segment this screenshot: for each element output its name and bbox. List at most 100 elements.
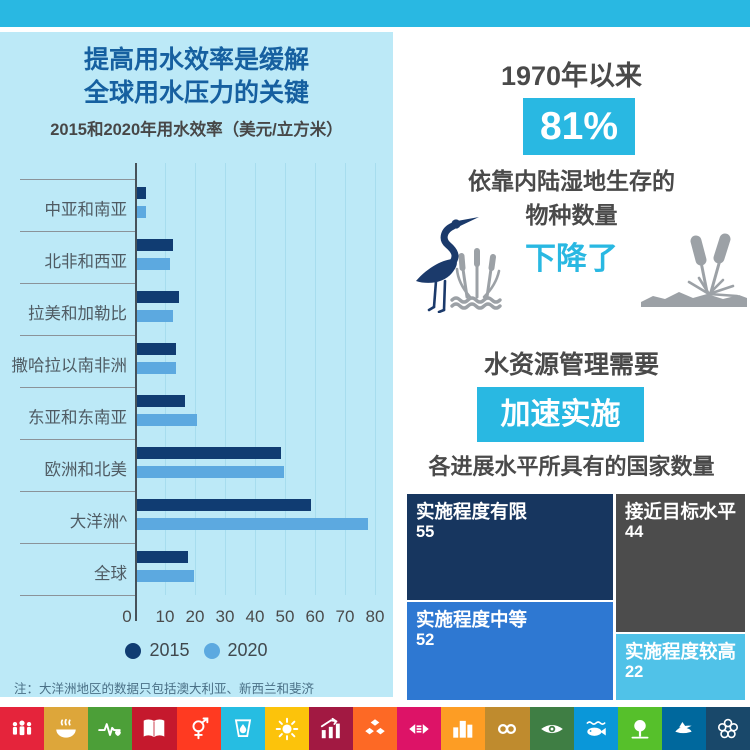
eye-icon: [539, 716, 565, 742]
treemap-cell: 实施程度中等 52: [407, 602, 613, 700]
water-efficiency-bar-chart: 0 10 20 30 40 50 60 70 80 中亚和南亚北非和西亚拉美和加勒比撒哈拉以南非洲…: [0, 163, 393, 633]
category-label: 大洋洲^: [69, 513, 127, 531]
bar-2020: [137, 258, 170, 270]
row-separator: [20, 491, 135, 492]
sdg-tile-sdg-12-consumption: [485, 707, 530, 750]
chart-gridline: [375, 163, 376, 595]
row-separator: [20, 387, 135, 388]
sdg-tile-sdg-2-zero-hunger: [44, 707, 89, 750]
water-icon: [230, 716, 256, 742]
category-label: 撒哈拉以南非洲: [11, 357, 128, 375]
buildings-icon: [450, 716, 476, 742]
sdg-tile-sdg-14-life-below-water: [573, 707, 618, 750]
bar-2015: [137, 187, 146, 199]
chart-gridline: [255, 163, 256, 595]
accelerate-badge: 加速实施: [477, 387, 644, 442]
bar-2020: [137, 362, 176, 374]
book-icon: [141, 716, 167, 742]
bar-2020: [137, 414, 197, 426]
row-separator: [20, 595, 135, 596]
bar-2015: [137, 447, 281, 459]
sdg-tile-sdg-16-peace-justice: [661, 707, 706, 750]
page-title: 提高用水效率是缓解 全球用水压力的关键: [0, 44, 393, 110]
infinity-icon: [494, 716, 520, 742]
legend-label: 2020: [227, 640, 268, 660]
chart-gridline: [285, 163, 286, 595]
treemap-cell-value: 44: [625, 523, 644, 542]
sdg-tile-sdg-4-education: [132, 707, 177, 750]
legend-dot: [203, 642, 220, 659]
treemap-cell-label: 接近目标水平: [625, 501, 737, 522]
heartbeat-icon: [97, 716, 123, 742]
legend-item: 2015: [125, 640, 190, 661]
sdg-tile-sdg-17-partnerships: [706, 707, 750, 750]
chart-gridline: [225, 163, 226, 595]
sdg-goals-strip: [0, 707, 750, 750]
legend-dot: [125, 642, 142, 659]
x-axis-tick-label: 50: [275, 607, 295, 626]
wetland-species-text-line1: 依靠内陆湿地生存的: [468, 168, 675, 194]
equality-icon: [406, 716, 432, 742]
row-separator: [20, 231, 135, 232]
x-axis-tick-label: 60: [305, 607, 325, 626]
percent-badge: 81%: [523, 98, 635, 155]
bar-2020: [137, 466, 284, 478]
treemap-cell: 接近目标水平 44: [616, 494, 745, 632]
category-label: 拉美和加勒比: [28, 305, 127, 323]
chart-subtitle: 2015和2020年用水效率（美元/立方米）: [50, 121, 343, 139]
y-axis-line: [135, 163, 137, 621]
bar-2015: [137, 291, 179, 303]
category-label: 东亚和东南亚: [28, 409, 127, 427]
category-label: 欧洲和北美: [44, 461, 128, 479]
x-axis-tick-label: 40: [245, 607, 265, 626]
x-axis-tick-label: 20: [185, 607, 205, 626]
declined-label: 下降了: [525, 241, 618, 276]
reeds-icon: [641, 232, 747, 315]
row-separator: [20, 283, 135, 284]
bar-2015: [137, 551, 188, 563]
x-axis-tick-label: 0: [122, 607, 132, 626]
category-label: 全球: [94, 565, 127, 583]
chart-gridline: [195, 163, 196, 595]
treemap-cell: 实施程度有限 55: [407, 494, 613, 600]
sdg-tile-sdg-13-climate: [529, 707, 574, 750]
sdg-tile-sdg-3-good-health: [88, 707, 133, 750]
chart-gridline: [315, 163, 316, 595]
bowl-icon: [53, 716, 79, 742]
management-heading: 水资源管理需要: [483, 351, 659, 379]
wheel-icon: [715, 716, 741, 742]
treemap-cell-label: 实施程度有限: [416, 501, 528, 522]
chart-gridline: [345, 163, 346, 595]
chart-legend: 2015 2020: [0, 640, 393, 661]
x-axis-tick-label: 80: [365, 607, 385, 626]
chart-footnote: 注：大洋洲地区的数据只包括澳大利亚、新西兰和斐济: [14, 682, 315, 696]
bar-2020: [137, 310, 173, 322]
implementation-treemap: 实施程度有限 55 接近目标水平 44 实施程度中等 52 实施程度较高 22: [407, 494, 745, 700]
bar-2020: [137, 570, 194, 582]
sun-icon: [274, 716, 300, 742]
legend-label: 2015: [149, 640, 190, 660]
row-separator: [20, 439, 135, 440]
x-axis-tick-label: 70: [335, 607, 355, 626]
sdg-tile-sdg-8-economic-growth: [308, 707, 353, 750]
sdg-tile-sdg-1-no-poverty: [0, 707, 45, 750]
treemap-cell-label: 实施程度中等: [416, 609, 528, 630]
bar-2015: [137, 395, 185, 407]
people-icon: [9, 716, 35, 742]
sdg-tile-sdg-5-gender-equality: [176, 707, 221, 750]
bar-2015: [137, 239, 173, 251]
category-label: 北非和西亚: [44, 253, 128, 271]
treemap-cell-label: 实施程度较高: [625, 641, 737, 662]
sdg-tile-sdg-15-life-on-land: [617, 707, 662, 750]
x-axis-tick-label: 10: [155, 607, 175, 626]
wetland-species-text-line2: 物种数量: [525, 202, 618, 228]
category-label: 中亚和南亚: [44, 201, 128, 219]
row-separator: [20, 179, 135, 180]
treemap-cell-value: 22: [625, 663, 644, 682]
since-1970-label: 1970年以来: [500, 61, 643, 91]
bar-2015: [137, 499, 311, 511]
row-separator: [20, 543, 135, 544]
sdg-tile-sdg-6-clean-water: [220, 707, 265, 750]
x-axis-tick-label: 30: [215, 607, 235, 626]
